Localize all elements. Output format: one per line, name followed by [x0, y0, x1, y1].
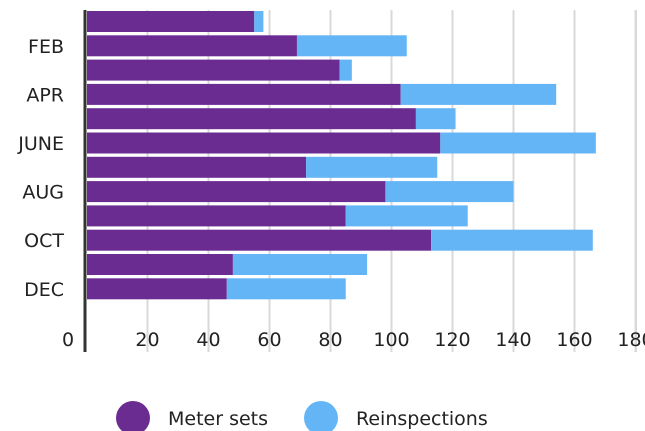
legend[interactable]: Meter sets Reinspections — [116, 401, 488, 431]
category-label-feb: FEB — [28, 36, 64, 58]
bar-reinspections-mar[interactable] — [340, 60, 352, 81]
x-tick-100: 100 — [373, 329, 409, 351]
category-label-dec: DEC — [24, 279, 64, 301]
legend-label-reinspections: Reinspections — [356, 408, 488, 430]
x-tick-80: 80 — [318, 329, 342, 351]
bar-reinspections-oct[interactable] — [431, 230, 593, 251]
bar-meter-sets-mar[interactable] — [87, 60, 340, 81]
legend-item-reinspections[interactable]: Reinspections — [304, 401, 488, 431]
category-label-aug: AUG — [22, 182, 64, 204]
category-label-oct: OCT — [24, 230, 64, 252]
x-tick-120: 120 — [434, 329, 470, 351]
x-tick-labels: 0 20 40 60 80 100 120 140 160 180 — [62, 329, 645, 351]
bar-meter-sets-jan[interactable] — [87, 11, 254, 32]
legend-swatch-reinspections — [304, 401, 338, 431]
bar-meter-sets-july[interactable] — [87, 157, 306, 178]
x-tick-20: 20 — [135, 329, 159, 351]
bar-meter-sets-may[interactable] — [87, 108, 416, 129]
bar-meter-sets-dec[interactable] — [87, 278, 227, 299]
bars — [87, 11, 596, 299]
bar-reinspections-nov[interactable] — [233, 254, 367, 275]
category-label-apr: APR — [26, 84, 64, 106]
x-tick-60: 60 — [257, 329, 281, 351]
legend-item-meter-sets[interactable]: Meter sets — [116, 401, 268, 431]
x-tick-0: 0 — [62, 329, 74, 351]
legend-label-meter-sets: Meter sets — [168, 408, 268, 430]
bar-reinspections-sep[interactable] — [346, 205, 468, 226]
bar-reinspections-feb[interactable] — [297, 35, 407, 56]
bar-meter-sets-aug[interactable] — [87, 181, 385, 202]
bar-reinspections-dec[interactable] — [227, 278, 346, 299]
bar-reinspections-july[interactable] — [306, 157, 437, 178]
bar-reinspections-may[interactable] — [416, 108, 456, 129]
x-tick-160: 160 — [556, 329, 592, 351]
bar-reinspections-aug[interactable] — [385, 181, 513, 202]
category-label-june: JUNE — [17, 133, 64, 155]
bar-meter-sets-apr[interactable] — [87, 84, 401, 105]
bar-reinspections-jan[interactable] — [254, 11, 263, 32]
bar-meter-sets-nov[interactable] — [87, 254, 233, 275]
bar-meter-sets-feb[interactable] — [87, 35, 297, 56]
bar-meter-sets-oct[interactable] — [87, 230, 431, 251]
x-tick-180: 180 — [617, 329, 645, 351]
legend-swatch-meter-sets — [116, 401, 150, 431]
bar-meter-sets-june[interactable] — [87, 133, 440, 154]
bar-meter-sets-sep[interactable] — [87, 205, 346, 226]
x-tick-40: 40 — [196, 329, 220, 351]
bar-reinspections-apr[interactable] — [401, 84, 557, 105]
x-tick-140: 140 — [495, 329, 531, 351]
category-labels: FEB APR JUNE AUG OCT DEC — [17, 36, 64, 301]
bar-reinspections-june[interactable] — [440, 133, 596, 154]
